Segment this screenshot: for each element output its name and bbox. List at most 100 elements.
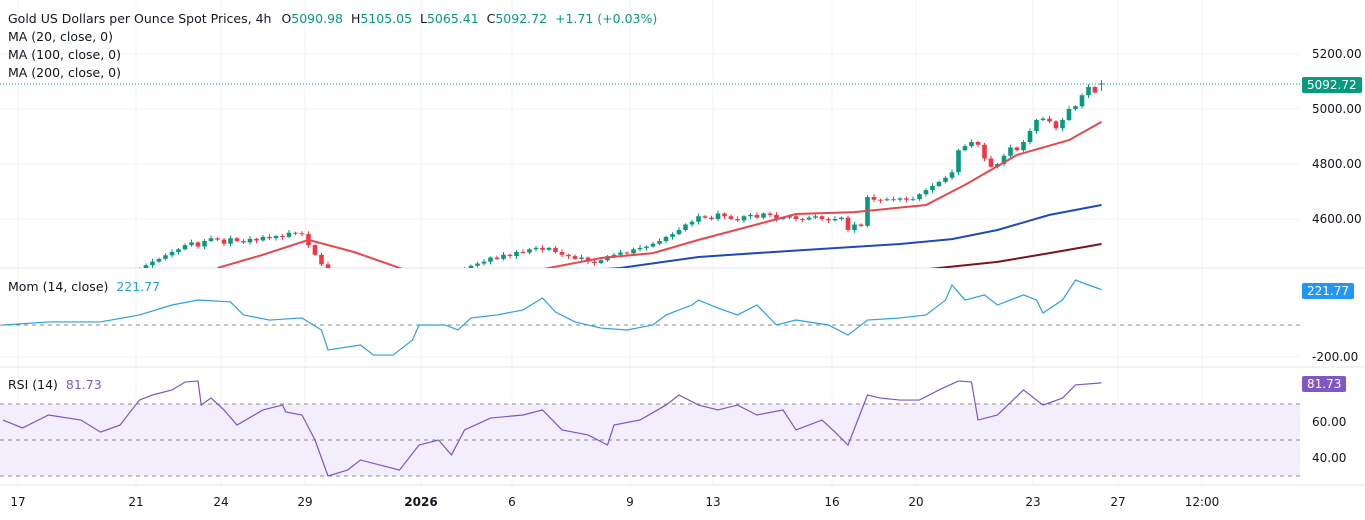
candle (559, 249, 565, 257)
candle (494, 255, 500, 260)
candle-body (787, 216, 792, 218)
ma100-label[interactable]: MA (100, close, 0) (8, 47, 121, 62)
candle (254, 237, 259, 244)
candle-body (670, 234, 675, 237)
candle-body (404, 286, 409, 289)
rsi-tick: 60.00 (1312, 415, 1347, 429)
candle (579, 254, 584, 261)
candle-body (735, 219, 740, 221)
momentum-group (2, 279, 1102, 356)
candle-body (143, 265, 149, 268)
ma200-line (928, 243, 1102, 268)
candle-body (1079, 95, 1085, 107)
candle-body (1040, 118, 1046, 120)
candle-body (1021, 142, 1026, 151)
candle-body (339, 277, 344, 280)
candle (761, 212, 766, 220)
candle (378, 284, 383, 291)
rsi-legend[interactable]: RSI (14) 81.73 (8, 377, 102, 392)
candle-body (286, 232, 292, 237)
candle-body (598, 260, 604, 263)
candle-body (871, 197, 877, 200)
candle-body (845, 217, 851, 230)
candle (637, 245, 643, 252)
candle-body (131, 271, 136, 272)
candle-body (702, 216, 708, 218)
candle (1060, 118, 1065, 131)
ma200-label[interactable]: MA (200, close, 0) (8, 65, 121, 80)
candle (1079, 93, 1085, 109)
candle-body (559, 252, 565, 255)
momentum-tick: -200.00 (1312, 350, 1359, 364)
candle (728, 214, 734, 221)
candle (813, 213, 818, 220)
candle-body (741, 216, 747, 221)
candle-body (1014, 147, 1020, 151)
candle (676, 227, 682, 236)
price-tick: 5200.00 (1312, 47, 1362, 61)
ma20-label[interactable]: MA (20, close, 0) (8, 29, 114, 44)
candle (156, 257, 162, 263)
candle-body (124, 273, 129, 274)
candle (975, 140, 981, 147)
candle (735, 216, 740, 223)
candle-body (208, 238, 214, 241)
x-tick: 16 (824, 495, 840, 509)
candle-body (819, 216, 825, 219)
candle-body (436, 280, 441, 283)
momentum-line (2, 279, 1102, 356)
candle (715, 210, 721, 222)
x-tick: 20 (908, 495, 924, 509)
candle (286, 230, 292, 238)
candle-body (520, 252, 526, 253)
x-tick: 27 (1110, 495, 1126, 509)
price-tick: 4800.00 (1312, 157, 1362, 171)
candle (293, 231, 298, 235)
candle (696, 213, 701, 225)
candle (962, 144, 968, 152)
x-tick: 9 (626, 495, 634, 509)
candle-body (1086, 87, 1091, 96)
candle-body (280, 236, 285, 238)
x-tick: 6 (508, 495, 516, 509)
candle (709, 215, 714, 221)
candle-body (391, 288, 396, 291)
candle (1040, 116, 1046, 122)
candle-body (1027, 131, 1033, 142)
candle-body (813, 216, 818, 218)
candle (163, 253, 168, 261)
candle-body (767, 213, 773, 215)
candle (800, 217, 805, 223)
candle-body (365, 285, 370, 288)
candle (858, 223, 864, 227)
candle (546, 246, 552, 251)
candle-body (910, 199, 916, 201)
candle-body (1092, 87, 1098, 93)
momentum-legend[interactable]: Mom (14, close) 221.77 (8, 279, 161, 294)
candle (1, 292, 6, 296)
candle (468, 264, 474, 268)
candle (241, 239, 246, 245)
candle (930, 183, 935, 193)
candle-body (514, 252, 519, 257)
x-tick-year: 2026 (404, 495, 438, 509)
rsi-panel (2, 380, 1102, 477)
candle (540, 245, 545, 253)
candle-body (215, 238, 220, 240)
candle (527, 248, 532, 255)
candle-body (644, 246, 649, 248)
candle (430, 281, 435, 286)
candle (520, 249, 526, 254)
candle (566, 253, 571, 259)
rsi-tick: 40.00 (1312, 451, 1347, 465)
x-tick: 12:00 (1184, 495, 1220, 509)
candle (748, 212, 753, 219)
candle (514, 250, 519, 259)
candle-body (624, 252, 630, 254)
candle (247, 236, 253, 245)
candle-body (176, 249, 181, 252)
candle-body (494, 257, 500, 259)
candle-body (475, 263, 480, 266)
candle-body (618, 252, 623, 255)
